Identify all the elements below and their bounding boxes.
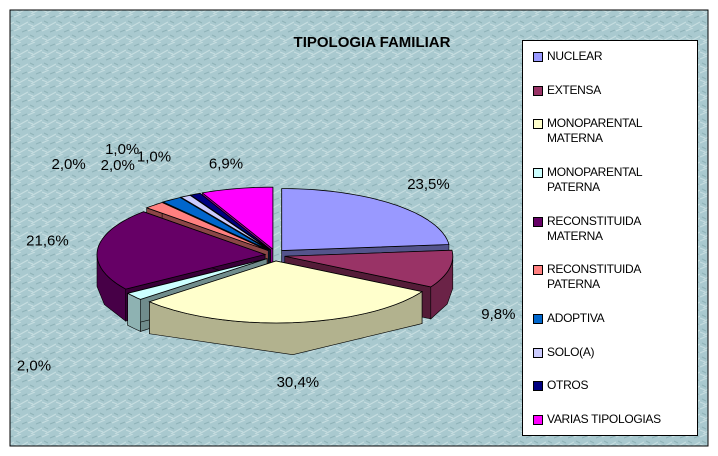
legend-item: RECONSTITUIDA PATERNA	[529, 262, 691, 292]
slice	[145, 202, 269, 251]
slice	[284, 249, 454, 288]
legend-label: MONOPARENTAL MATERNA	[547, 116, 642, 146]
legend-swatch	[533, 381, 543, 392]
legend-item: MONOPARENTAL MATERNA	[529, 116, 691, 146]
legend-label: OTROS	[547, 378, 589, 393]
data-label: 21,6%	[26, 233, 69, 250]
chart-title: TIPOLOGIA FAMILIAR	[294, 34, 451, 51]
slice	[189, 192, 271, 250]
legend-item: NUCLEAR	[529, 49, 691, 64]
legend-swatch	[533, 167, 543, 178]
slice	[281, 188, 450, 251]
legend-swatch	[533, 119, 543, 130]
legend-swatch	[533, 347, 543, 358]
legend-item: RECONSTITUIDA MATERNA	[529, 214, 691, 244]
legend-item: MONOPARENTAL PATERNA	[529, 165, 691, 195]
legend-item: OTROS	[529, 378, 691, 393]
legend-swatch	[533, 216, 543, 227]
legend-label: ADOPTIVA	[547, 310, 605, 325]
legend-label: SOLO(A)	[547, 344, 595, 359]
legend-label: NUCLEAR	[547, 49, 603, 63]
data-label: 6,9%	[209, 155, 243, 172]
legend-swatch	[533, 52, 543, 62]
slice	[96, 211, 267, 290]
slice	[126, 258, 268, 300]
slice	[148, 260, 424, 324]
legend-label: RECONSTITUIDA MATERNA	[547, 213, 641, 243]
data-label: 1,0%	[137, 149, 171, 166]
data-label: 23,5%	[407, 176, 450, 193]
legend-swatch	[533, 414, 543, 425]
legend-label: VARIAS TIPOLOGIAS	[547, 411, 661, 426]
legend: NUCLEAR EXTENSA MONOPARENTAL MATERNA MONOPA…	[522, 40, 698, 436]
data-label: 2,0%	[101, 157, 135, 174]
legend-swatch	[533, 85, 543, 96]
data-label: 9,8%	[481, 306, 515, 323]
slice	[161, 197, 270, 251]
data-label: 1,0%	[105, 141, 139, 158]
legend-label: EXTENSA	[547, 82, 601, 97]
data-label: 2,0%	[52, 156, 86, 173]
legend-item: ADOPTIVA	[529, 311, 691, 326]
slice	[201, 186, 274, 250]
legend-label: MONOPARENTAL PATERNA	[547, 164, 642, 194]
legend-item: VARIAS TIPOLOGIAS	[529, 412, 691, 427]
legend-item: EXTENSA	[529, 83, 691, 98]
data-label: 30,4%	[277, 374, 320, 391]
legend-label: RECONSTITUIDA PATERNA	[547, 262, 641, 292]
legend-item: SOLO(A)	[529, 345, 691, 360]
legend-swatch	[533, 313, 543, 324]
slice	[179, 194, 271, 251]
legend-swatch	[533, 265, 543, 276]
data-label: 2,0%	[17, 358, 51, 375]
